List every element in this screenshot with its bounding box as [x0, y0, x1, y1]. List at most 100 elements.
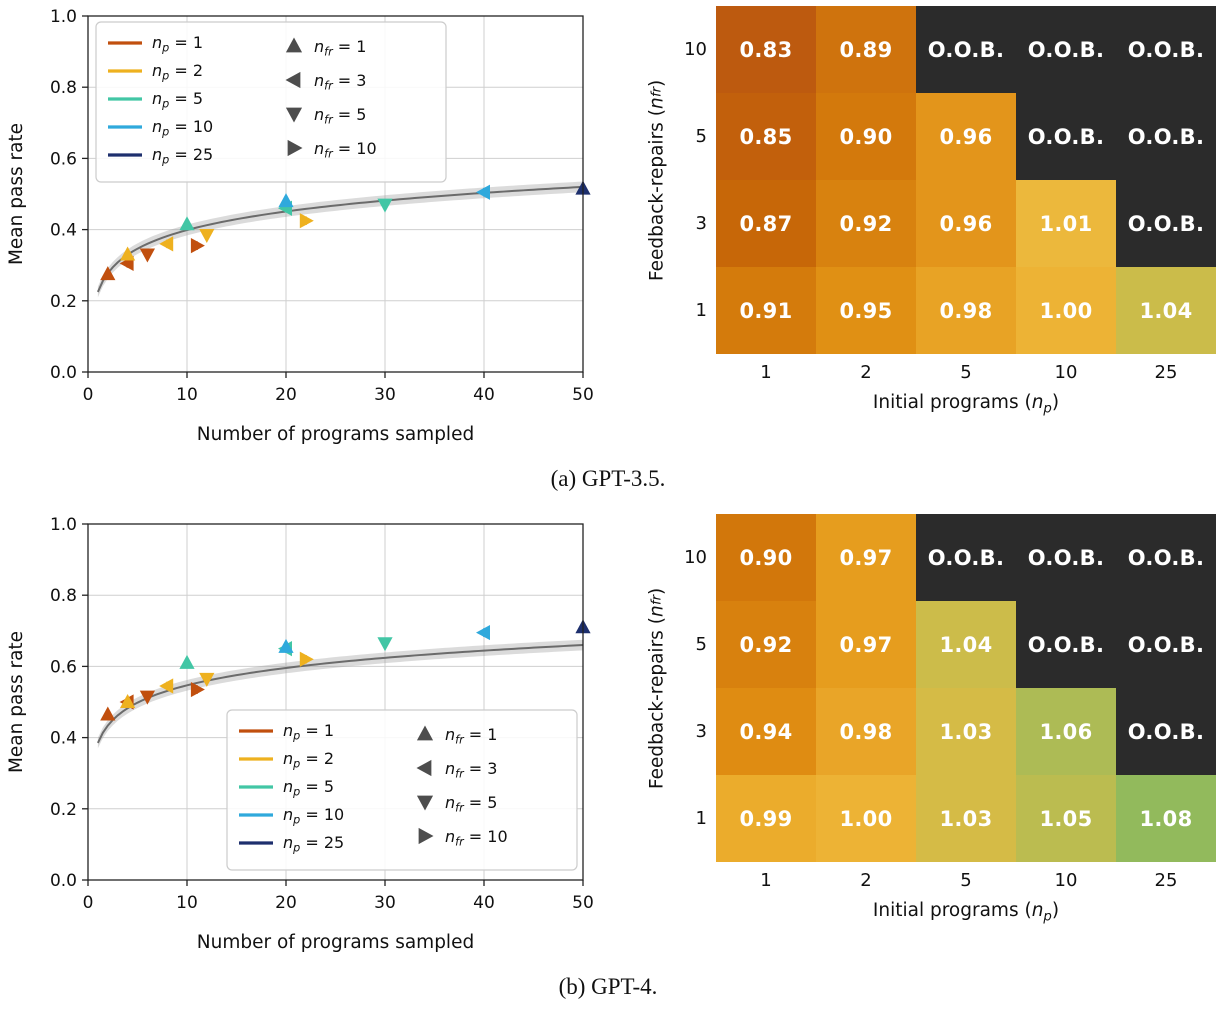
svg-text:np = 1: np = 1 — [283, 721, 334, 743]
svg-text:1.0: 1.0 — [50, 515, 77, 535]
data-point-np1-nfr1 — [100, 706, 116, 721]
data-point-np5-nfr1 — [179, 654, 195, 669]
x-axis: 0 10 20 30 40 50 — [83, 372, 594, 405]
heatmap-y-ticks: 10 5 3 1 — [674, 6, 716, 354]
scatter-chart-scatter-gpt4: 0 10 20 30 40 50 0.0 0.2 0.4 0.6 0.8 1.0 Number of p… — [6, 515, 594, 953]
svg-text:40: 40 — [473, 893, 495, 913]
series-np-2 — [120, 651, 314, 708]
svg-text:10: 10 — [176, 385, 198, 405]
svg-text:0.4: 0.4 — [50, 729, 77, 749]
heatmap-panel-gpt4: Feedback-repairs (n fr) 10 5 3 1 0.90 0.97 O.O.B… — [640, 510, 1216, 966]
svg-text:nfr = 3: nfr = 3 — [314, 71, 366, 93]
svg-text:0.0: 0.0 — [50, 871, 77, 891]
data-point-np10-nfr3 — [476, 184, 490, 200]
heatmap-y-tick: 10 — [684, 547, 707, 568]
heatmap-grid: 0.83 0.89 O.O.B. O.O.B. O.O.B. 0.85 0.90 0.96 O.… — [716, 6, 1216, 354]
heatmap-cell-r3-c0: 0.99 — [716, 775, 816, 862]
svg-text:nfr = 1: nfr = 1 — [445, 725, 497, 747]
legend: np = 1 np = 2 np = 5 np = 10 np = 25 nfr = 1 n… — [226, 709, 578, 871]
data-point-np2-nfr1 — [120, 694, 136, 708]
svg-text:np = 5: np = 5 — [152, 89, 203, 111]
svg-text:0.6: 0.6 — [50, 657, 77, 677]
triangle-right-icon — [418, 827, 434, 845]
heatmap-y-axis-label: Feedback-repairs (n fr) — [646, 587, 668, 789]
caption-b: (b) GPT-4. — [558, 974, 658, 999]
heatmap-y-tick: 3 — [695, 721, 707, 742]
heatmap-cell-r0-c2: O.O.B. — [916, 6, 1016, 93]
data-point-np5-nfr1 — [179, 216, 195, 231]
svg-text:20: 20 — [275, 893, 297, 913]
data-point-np2-nfr10 — [299, 651, 314, 667]
heatmap-x-tick: 25 — [1154, 362, 1178, 383]
svg-text:0.4: 0.4 — [50, 221, 77, 241]
heatmap-cell-r2-c2: 1.03 — [916, 688, 1016, 775]
heatmap-cell-r0-c4: O.O.B. — [1116, 6, 1216, 93]
svg-text:nfr = 5: nfr = 5 — [445, 793, 497, 815]
heatmap-y-tick: 3 — [695, 213, 707, 234]
data-point-np10-nfr1 — [278, 638, 294, 653]
svg-text:0.8: 0.8 — [50, 78, 77, 98]
heatmap-y-tick: 10 — [684, 39, 707, 60]
legend: np = 1 np = 2 np = 5 np = 10 np = 25 nfr = 1 n… — [95, 21, 447, 183]
heatmap-y-tick: 1 — [695, 808, 707, 829]
data-point-np2-nfr10 — [299, 213, 314, 229]
heatmap-cell-r3-c0: 0.91 — [716, 267, 816, 354]
heatmap-cell-r1-c1: 0.97 — [816, 601, 916, 688]
svg-text:nfr = 10: nfr = 10 — [445, 827, 508, 849]
triangle-up-icon — [285, 37, 303, 53]
data-point-np10-nfr1 — [278, 193, 294, 208]
baseline-curve — [96, 185, 584, 293]
svg-text:0.8: 0.8 — [50, 586, 77, 606]
data-point-np2-nfr3 — [159, 236, 174, 252]
series-np-10 — [278, 184, 490, 208]
triangle-down-icon — [416, 795, 434, 811]
heatmap-cell-r2-c1: 0.92 — [816, 180, 916, 267]
heatmap-x-ticks: 1 2 5 10 25 — [716, 862, 1216, 896]
heatmap-cell-r2-c2: 0.96 — [916, 180, 1016, 267]
heatmap-y-tick: 1 — [695, 300, 707, 321]
triangle-up-icon — [416, 725, 434, 741]
baseline-curve — [97, 644, 584, 744]
heatmap-cell-r1-c4: O.O.B. — [1116, 601, 1216, 688]
svg-text:np = 25: np = 25 — [152, 145, 213, 167]
plot-border — [87, 15, 584, 373]
heatmap-x-tick: 1 — [760, 870, 772, 891]
triangle-right-icon — [287, 139, 303, 157]
heatmap-cell-r1-c0: 0.92 — [716, 601, 816, 688]
svg-text:np = 10: np = 10 — [283, 805, 344, 827]
triangle-left-icon — [416, 759, 432, 777]
svg-text:0.0: 0.0 — [50, 363, 77, 383]
heatmap-x-tick: 1 — [760, 362, 772, 383]
y-axis: 0.0 0.2 0.4 0.6 0.8 1.0 — [50, 7, 88, 383]
data-point-np2-nfr3 — [159, 678, 174, 694]
heatmap-cell-r0-c0: 0.83 — [716, 6, 816, 93]
heatmap-cell-r3-c2: 1.03 — [916, 775, 1016, 862]
y-axis: 0.0 0.2 0.4 0.6 0.8 1.0 — [50, 515, 88, 891]
triangle-down-icon — [285, 107, 303, 123]
heatmap-x-tick: 10 — [1054, 362, 1078, 383]
heatmap-cell-r3-c4: 1.04 — [1116, 267, 1216, 354]
heatmap-cell-r3-c3: 1.00 — [1016, 267, 1116, 354]
heatmap-cell-r2-c4: O.O.B. — [1116, 688, 1216, 775]
heatmap-y-tick: 5 — [695, 634, 707, 655]
heatmap-x-tick: 2 — [860, 362, 872, 383]
heatmap-cell-r2-c1: 0.98 — [816, 688, 916, 775]
heatmap-cell-r1-c4: O.O.B. — [1116, 93, 1216, 180]
heatmap-x-axis-label: Initial programs (np) — [872, 900, 1060, 925]
data-point-np1-nfr10 — [190, 238, 205, 254]
heatmap-x-tick: 5 — [960, 870, 972, 891]
svg-text:40: 40 — [473, 385, 495, 405]
svg-text:0.2: 0.2 — [50, 800, 77, 820]
heatmap-cell-r2-c3: 1.01 — [1016, 180, 1116, 267]
scatter-chart-scatter-gpt35: 0 10 20 30 40 50 0.0 0.2 0.4 0.6 0.8 1.0 Number of p… — [6, 7, 594, 445]
heatmap-x-tick: 25 — [1154, 870, 1178, 891]
heatmap-x-tick: 5 — [960, 362, 972, 383]
svg-text:0.2: 0.2 — [50, 292, 77, 312]
plot-border — [87, 523, 584, 881]
svg-text:50: 50 — [572, 893, 594, 913]
heatmap-cell-r3-c1: 0.95 — [816, 267, 916, 354]
heatmap-cell-r2-c3: 1.06 — [1016, 688, 1116, 775]
heatmap-cell-r0-c1: 0.89 — [816, 6, 916, 93]
heatmap-cell-r0-c3: O.O.B. — [1016, 6, 1116, 93]
heatmap-cell-r3-c4: 1.08 — [1116, 775, 1216, 862]
